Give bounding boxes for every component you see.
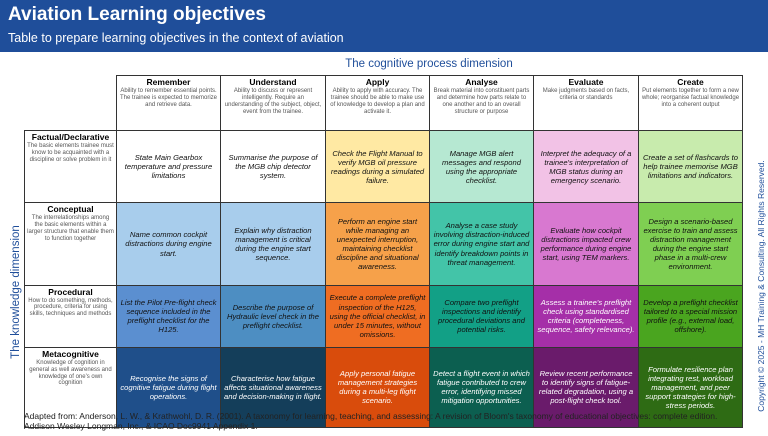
table-row-metacognitive: Metacognitive Knowledge of cognition in … (24, 346, 743, 429)
column-title: Evaluate (568, 77, 604, 87)
objective-cell: Analyse a case study involving distracti… (429, 202, 534, 286)
objective-cell: Evaluate how cockpit distractions impact… (533, 202, 639, 286)
column-description: Break material into constituent parts an… (433, 88, 530, 115)
objective-cell: Explain why distraction management is cr… (220, 202, 326, 286)
objective-cell: Review recent performance to identify si… (533, 346, 639, 429)
column-description: Ability to apply with accuracy. The trai… (330, 88, 425, 115)
copyright-notice: Copyright © 2025 - MH Training & Consult… (756, 160, 766, 412)
row-title: Conceptual (47, 204, 94, 215)
table-row-conceptual: Conceptual The interrelationships among … (24, 202, 743, 286)
objective-cell: Execute a complete preflight inspection … (325, 284, 430, 348)
learning-objectives-table: Remember Ability to remember essential p… (24, 74, 743, 429)
objective-cell: Assess a trainee's preflight check using… (533, 284, 639, 348)
header-row: Remember Ability to remember essential p… (24, 74, 743, 132)
row-header-metacognitive: Metacognitive Knowledge of cognition in … (24, 346, 117, 429)
table-corner (24, 75, 117, 131)
row-description: The interrelationships among the basic e… (27, 215, 114, 243)
page-title: Aviation Learning objectives (8, 4, 266, 25)
column-header-remember: Remember Ability to remember essential p… (116, 74, 221, 132)
column-title: Remember (146, 77, 191, 87)
objective-cell: Compare two preflight inspections and id… (429, 284, 534, 348)
objective-cell: Describe the purpose of Hydraulic level … (220, 284, 326, 348)
column-header-analyse: Analyse Break material into constituent … (429, 74, 534, 132)
header-banner: Aviation Learning objectives Table to pr… (0, 0, 768, 52)
objective-cell: State Main Gearbox temperature and press… (116, 130, 221, 204)
row-title: Factual/Declarative (31, 132, 110, 143)
row-header-conceptual: Conceptual The interrelationships among … (24, 202, 117, 286)
objective-cell: Perform an engine start while managing a… (325, 202, 430, 286)
objective-cell: Name common cockpit distractions during … (116, 202, 221, 286)
row-header-factual: Factual/Declarative The basic elements t… (24, 130, 117, 204)
column-header-understand: Understand Ability to discuss or represe… (220, 74, 326, 132)
citation-footer: Adapted from: Anderson, L. W., & Krathwo… (24, 411, 718, 432)
row-title: Metacognitive (42, 348, 99, 359)
row-header-procedural: Procedural How to do something, methods,… (24, 284, 117, 348)
objective-cell: Manage MGB alert messages and respond us… (429, 130, 534, 204)
column-description: Make judgments based on facts, criteria … (542, 88, 630, 101)
objective-cell: Create a set of flashcards to help train… (638, 130, 743, 204)
column-title: Apply (365, 77, 390, 87)
column-description: Put elements together to form a new whol… (641, 88, 740, 108)
objective-cell: Interpret the adequacy of a trainee's in… (533, 130, 639, 204)
column-header-create: Create Put elements together to form a n… (638, 74, 743, 132)
row-description: The basic elements trainee must know to … (27, 143, 114, 163)
column-header-apply: Apply Ability to apply with accuracy. Th… (325, 74, 430, 132)
objective-cell: List the Pilot Pre-flight check sequence… (116, 284, 221, 348)
row-title: Procedural (48, 286, 93, 297)
column-description: Ability to remember essential points. Th… (119, 88, 218, 108)
knowledge-dimension-label: The knowledge dimension (10, 225, 22, 359)
column-description: Ability to discuss or represent intellig… (224, 88, 322, 115)
row-description: Knowledge of cognition in general as wel… (29, 359, 112, 387)
cognitive-dimension-label: The cognitive process dimension (345, 58, 513, 70)
table-row-procedural: Procedural How to do something, methods,… (24, 284, 743, 348)
table-row-factual: Factual/Declarative The basic elements t… (24, 130, 743, 204)
objective-cell: Apply personal fatigue management strate… (325, 346, 430, 429)
page-subtitle: Table to prepare learning objectives in … (8, 31, 344, 45)
objective-cell: Develop a preflight checklist tailored t… (638, 284, 743, 348)
column-header-evaluate: Evaluate Make judgments based on facts, … (533, 74, 639, 132)
objective-cell: Summarise the purpose of the MGB chip de… (220, 130, 326, 204)
objective-cell: Formulate resilience plan integrating re… (638, 346, 743, 429)
column-title: Analyse (465, 77, 498, 87)
column-title: Create (677, 77, 704, 87)
objective-cell: Design a scenario-based exercise to trai… (638, 202, 743, 286)
objective-cell: Characterise how fatigue affects situati… (220, 346, 326, 429)
objective-cell: Check the Flight Manual to verify MGB oi… (325, 130, 430, 204)
row-description: How to do something, methods, procedure,… (28, 297, 113, 318)
column-title: Understand (249, 77, 297, 87)
